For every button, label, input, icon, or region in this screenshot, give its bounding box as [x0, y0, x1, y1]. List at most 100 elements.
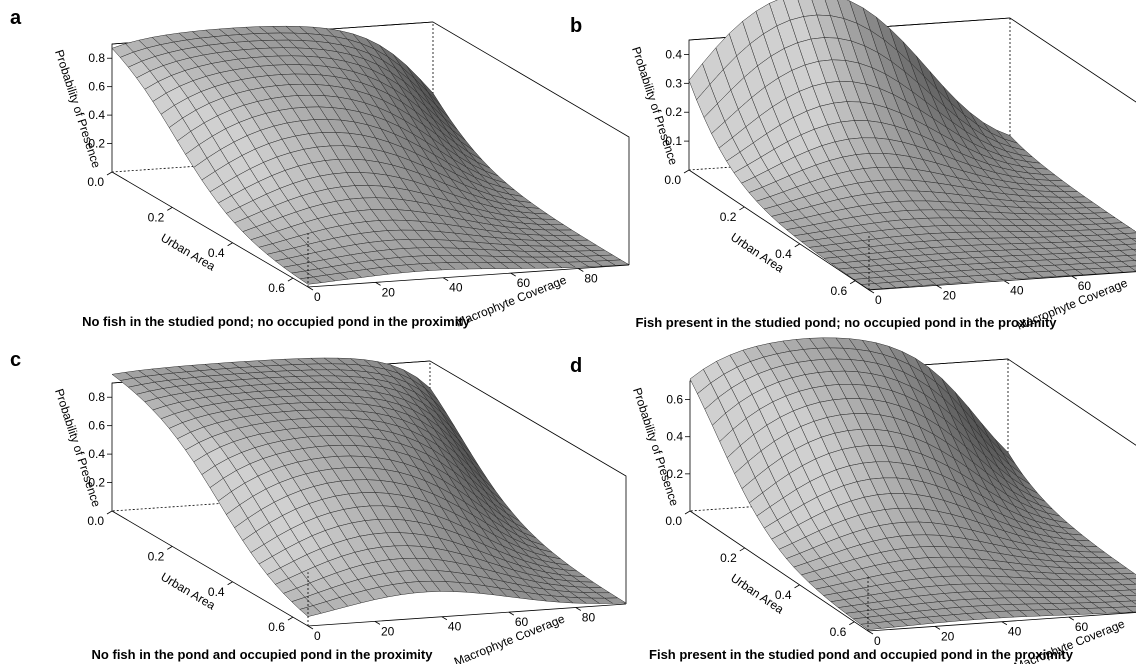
x-tick-label: 0.2 [148, 549, 165, 563]
x-tick [684, 510, 691, 515]
y-tick-label: 0 [875, 293, 882, 307]
y-tick-label: 20 [941, 629, 955, 643]
z-tick-label: 0.3 [665, 76, 682, 90]
surface-facet [299, 276, 323, 285]
x-tick [287, 616, 294, 621]
y-tick [936, 285, 942, 289]
panel-d: 0.20.40.60.00.20.40.6020406080Probabilit… [630, 337, 1136, 664]
y-axis-title: Macrophyte Coverage [452, 611, 567, 664]
z-tick-label: 0.8 [88, 51, 105, 65]
x-tick-label: 0.0 [665, 514, 682, 528]
surface [688, 0, 1136, 290]
x-tick [683, 169, 690, 174]
panel-d-caption: Fish present in the studied pond and occ… [649, 647, 1074, 662]
x-tick [167, 546, 173, 550]
x-tick-label: 0.4 [775, 588, 792, 602]
y-tick-label: 40 [449, 281, 463, 295]
y-tick [307, 625, 314, 630]
y-tick-label: 40 [448, 620, 462, 634]
surface-facet [859, 622, 882, 630]
y-tick [442, 277, 449, 282]
x-tick [287, 277, 294, 282]
z-tick-label: 0.6 [666, 393, 683, 407]
x-tick [739, 547, 745, 552]
axis-ticks [106, 396, 581, 630]
panel-c-caption: No fish in the pond and occupied pond in… [92, 647, 434, 662]
x-tick-label: 0.2 [148, 210, 165, 224]
x-tick-label: 0.6 [268, 620, 285, 634]
y-tick-label: 80 [584, 271, 598, 285]
y-tick-label: 0 [314, 290, 321, 304]
z-tick-label: 0.2 [666, 467, 683, 481]
x-tick [849, 621, 855, 626]
z-tick-label: 0.6 [88, 80, 105, 94]
y-tick [307, 286, 314, 291]
z-tick-label: 0.4 [88, 447, 105, 461]
panel-a-letter: a [10, 7, 22, 29]
panel-d-letter: d [570, 355, 582, 377]
surface [689, 337, 1136, 630]
z-tick-label: 0.2 [665, 105, 682, 119]
y-tick-label: 60 [1078, 279, 1092, 293]
x-tick [794, 243, 800, 248]
y-tick [441, 616, 448, 621]
x-tick-label: 0.4 [208, 585, 225, 599]
x-tick [106, 510, 113, 515]
y-tick-label: 40 [1010, 284, 1024, 298]
z-tick-label: 0.6 [88, 419, 105, 433]
y-tick-label: 40 [1008, 625, 1022, 639]
x-tick [227, 581, 233, 586]
y-tick [1068, 616, 1075, 621]
y-tick-label: 20 [382, 285, 396, 299]
x-tick-label: 0.2 [720, 210, 737, 224]
x-tick [849, 280, 856, 285]
x-tick [739, 206, 745, 211]
y-tick [375, 282, 381, 286]
y-tick [508, 611, 515, 616]
y-tick [1071, 275, 1077, 280]
x-tick-label: 0.4 [208, 246, 225, 260]
panel-a: 0.20.40.60.80.00.20.40.60 20 40 60 80Probabi… [52, 21, 630, 330]
z-tick-label: 0.8 [88, 390, 105, 404]
x-tick-label: 0.0 [664, 173, 681, 187]
y-tick [575, 607, 581, 611]
y-tick [510, 272, 516, 277]
y-tick-label: 60 [517, 276, 531, 290]
z-tick-label: 0.4 [88, 108, 105, 122]
x-tick [106, 171, 113, 176]
x-tick-label: 0.2 [720, 551, 737, 565]
x-tick [794, 584, 800, 589]
surface-facet [299, 605, 322, 617]
y-tick-label: 80 [582, 610, 596, 624]
panel-c-letter: c [10, 349, 21, 371]
x-tick-label: 0.6 [830, 625, 847, 639]
z-tick-label: 0.1 [665, 134, 682, 148]
panel-b: 0.10.20.30.40.00.20.40.6020406080Probabi… [629, 0, 1136, 333]
y-tick [1001, 621, 1008, 626]
x-tick [227, 242, 233, 247]
x-tick-label: 0.0 [87, 175, 104, 189]
y-tick [868, 289, 875, 294]
y-tick-label: 20 [381, 624, 395, 638]
x-tick-label: 0.6 [268, 281, 285, 295]
y-tick [867, 630, 874, 635]
x-tick-label: 0.4 [775, 247, 792, 261]
z-tick-label: 0.4 [665, 47, 682, 61]
panel-b-letter: b [570, 15, 582, 37]
panel-b-caption: Fish present in the studied pond; no occ… [635, 315, 1057, 330]
axis-ticks [106, 57, 584, 291]
axis-ticks [683, 54, 1077, 294]
x-tick-label: 0.6 [830, 284, 847, 298]
panel-a-caption: No fish in the studied pond; no occupied… [82, 314, 471, 329]
z-tick-label: 0.2 [88, 137, 105, 151]
y-tick-label: 0 [314, 629, 321, 643]
y-tick [374, 621, 381, 625]
y-tick-label: 0 [874, 634, 881, 648]
panel-c: 0.20.40.60.80.00.20.40.60 20 40 60 80Probabi… [52, 357, 627, 664]
surface [111, 25, 630, 285]
surface [111, 357, 627, 617]
y-tick [1003, 280, 1010, 285]
y-tick-label: 60 [1075, 620, 1089, 634]
x-tick [167, 207, 173, 211]
